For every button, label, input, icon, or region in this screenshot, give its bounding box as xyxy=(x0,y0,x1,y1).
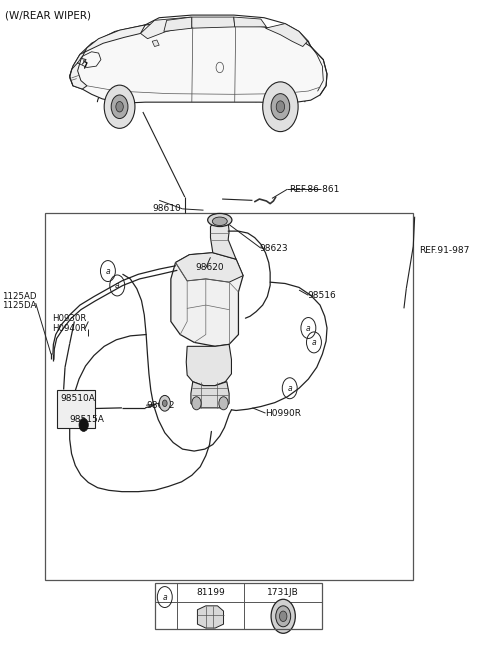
Text: REF.91-987: REF.91-987 xyxy=(420,246,470,255)
Circle shape xyxy=(279,611,287,621)
Circle shape xyxy=(271,94,290,120)
Polygon shape xyxy=(70,25,145,89)
Ellipse shape xyxy=(208,213,232,226)
Circle shape xyxy=(263,82,298,132)
Text: 98623: 98623 xyxy=(259,243,288,253)
Polygon shape xyxy=(234,17,266,27)
Circle shape xyxy=(276,101,285,113)
Circle shape xyxy=(219,397,228,410)
Text: a: a xyxy=(162,592,167,602)
Text: 98516: 98516 xyxy=(308,291,336,300)
Polygon shape xyxy=(176,253,243,282)
Text: 81199: 81199 xyxy=(196,588,225,597)
Polygon shape xyxy=(191,382,229,408)
Polygon shape xyxy=(210,220,236,259)
Text: a: a xyxy=(312,338,316,347)
Text: REF.86-861: REF.86-861 xyxy=(289,185,339,194)
Text: a: a xyxy=(306,323,311,333)
Circle shape xyxy=(104,85,135,129)
Text: 1731JB: 1731JB xyxy=(267,588,299,597)
Polygon shape xyxy=(70,22,327,103)
Text: a: a xyxy=(115,281,120,290)
Text: a: a xyxy=(288,384,292,393)
Text: H0990R: H0990R xyxy=(265,409,301,418)
Polygon shape xyxy=(186,344,231,386)
Text: 1125AD: 1125AD xyxy=(1,292,36,301)
Text: 98610: 98610 xyxy=(153,205,181,213)
Circle shape xyxy=(79,419,88,432)
Circle shape xyxy=(192,397,201,410)
Text: 98620: 98620 xyxy=(195,263,224,272)
Bar xyxy=(155,583,323,629)
Text: 98510A: 98510A xyxy=(60,394,95,403)
Circle shape xyxy=(116,102,123,112)
Text: 1125DA: 1125DA xyxy=(1,301,36,310)
Polygon shape xyxy=(265,24,308,47)
Text: 98515A: 98515A xyxy=(70,415,105,424)
Text: 98622: 98622 xyxy=(146,401,175,410)
Ellipse shape xyxy=(212,217,227,226)
Polygon shape xyxy=(171,253,243,346)
Circle shape xyxy=(162,400,167,407)
Polygon shape xyxy=(164,17,192,31)
Text: H0930R: H0930R xyxy=(52,314,86,323)
Circle shape xyxy=(159,396,170,411)
Polygon shape xyxy=(197,606,224,628)
Circle shape xyxy=(111,95,128,119)
Text: H0940R: H0940R xyxy=(52,323,86,333)
Polygon shape xyxy=(141,17,191,39)
Polygon shape xyxy=(152,40,159,47)
Text: a: a xyxy=(106,266,110,276)
Bar xyxy=(57,390,95,428)
Bar xyxy=(45,213,413,580)
Circle shape xyxy=(276,606,291,626)
Polygon shape xyxy=(192,17,235,28)
Circle shape xyxy=(271,600,295,633)
Text: (W/REAR WIPER): (W/REAR WIPER) xyxy=(5,10,91,20)
